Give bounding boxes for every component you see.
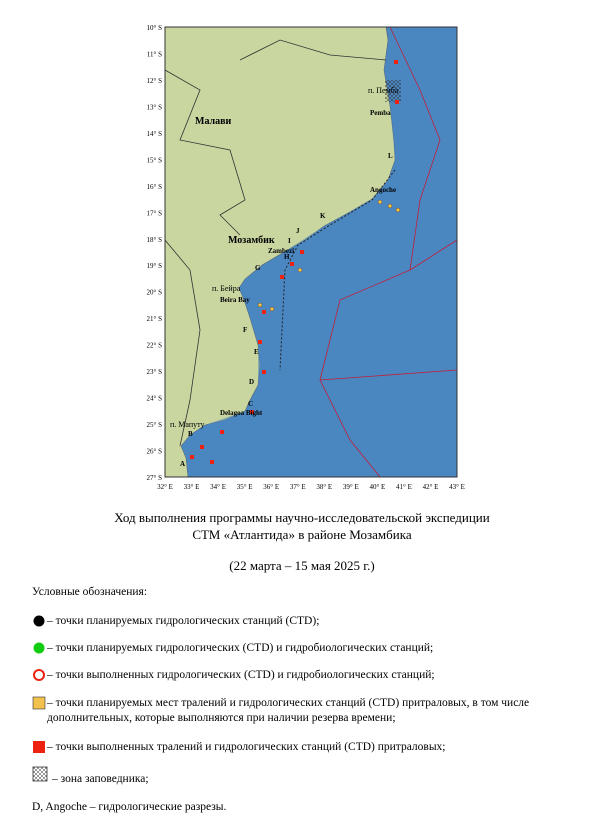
lon-label: 40° E [369, 483, 385, 491]
eez [319, 26, 458, 478]
lon-label: 36° E [263, 483, 279, 491]
legend-item: – точки планируемых гидрологических (CTD… [47, 642, 434, 654]
section-label: D [249, 378, 254, 386]
lon-label: 37° E [290, 483, 306, 491]
lat-label: 26° S [147, 448, 163, 456]
place-label: п. Мапуту [170, 420, 205, 429]
place-label: п. Пемба [368, 86, 399, 95]
lat-label: 17° S [147, 209, 163, 217]
lon-label: 41° E [396, 483, 412, 491]
section-label: L [388, 152, 393, 160]
lon-label: 35° E [237, 483, 253, 491]
reserve [385, 80, 401, 102]
section-label: A [180, 460, 185, 468]
caption-line: СТМ «Атлантида» в районе Мозамбика [192, 527, 412, 542]
place-label: Zambezi [268, 247, 294, 255]
section-label: K [320, 212, 326, 220]
lat-label: 22° S [147, 342, 163, 350]
legend-item: – точки планируемых гидрологических стан… [47, 615, 320, 627]
legend-item: – зона заповедника; [52, 773, 149, 785]
stations [190, 60, 399, 464]
lat-label: 23° S [147, 368, 163, 376]
legend-item: – точки планируемых мест тралений и гидр… [47, 697, 530, 724]
lat-label: 16° S [147, 183, 163, 191]
borders [164, 39, 387, 447]
place-label: Малави [195, 116, 232, 127]
lat-label: 19° S [147, 262, 163, 270]
track [279, 169, 396, 371]
icon-ring [33, 669, 45, 681]
section-label: I [288, 237, 291, 245]
lat-label: 11° S [147, 50, 162, 58]
place-label: Angoche [370, 186, 396, 194]
lat-label: 10° S [147, 24, 163, 32]
lat-label: 12° S [147, 77, 163, 85]
lon-label: 42° E [423, 483, 439, 491]
place-label: п. Бейра [212, 284, 241, 293]
caption-line: Ход выполнения программы научно-исследов… [114, 510, 490, 525]
lat-label: 14° S [147, 130, 163, 138]
place-label: Pemba [370, 109, 391, 117]
lat-label: 18° S [147, 236, 163, 244]
section-label: J [296, 227, 300, 235]
icon-green [33, 642, 45, 654]
frame [164, 26, 458, 478]
icon-red [33, 741, 45, 753]
icon-reserve [32, 766, 48, 782]
section-label: B [188, 430, 193, 438]
section-label: C [248, 400, 253, 408]
place-label: Delagoa Bight [220, 409, 263, 417]
lat-label: 20° S [147, 289, 163, 297]
lon-label: 33° E [184, 483, 200, 491]
map: 10° S 11° S 12° S 13° S 14° S 15° S 16° S 17° S… [147, 24, 465, 491]
lat-label: 13° S [147, 103, 163, 111]
icon-orange [32, 696, 46, 710]
lon-label: 39° E [343, 483, 359, 491]
place-label: Beira Bay [220, 296, 250, 304]
caption-dates: (22 марта – 15 мая 2025 г.) [229, 558, 375, 573]
lon-label: 34° E [210, 483, 226, 491]
icon-black [33, 615, 45, 627]
legend-heading: Условные обозначения: [32, 586, 148, 598]
lon-label: 38° E [316, 483, 332, 491]
lon-label: 43° E [449, 483, 465, 491]
section-label: H [284, 253, 290, 261]
lat-label: 27° S [147, 474, 163, 482]
legend-item: – точки выполненных тралений и гидрологи… [47, 741, 446, 753]
shelf [181, 40, 410, 477]
lat-label: 15° S [147, 156, 163, 164]
section-label: G [255, 264, 261, 272]
section-label: E [254, 348, 259, 356]
lat-label: 24° S [147, 395, 163, 403]
legend-item: – точки выполненных гидрологических (CTD… [47, 669, 435, 681]
lat-label: 21° S [147, 315, 163, 323]
place-label: Мозамбик [228, 235, 275, 246]
legend-footer: D, Angoche – гидрологические разрезы. [32, 801, 227, 813]
lat-label: 25° S [147, 421, 163, 429]
lon-label: 32° E [157, 483, 173, 491]
section-label: F [243, 326, 247, 334]
